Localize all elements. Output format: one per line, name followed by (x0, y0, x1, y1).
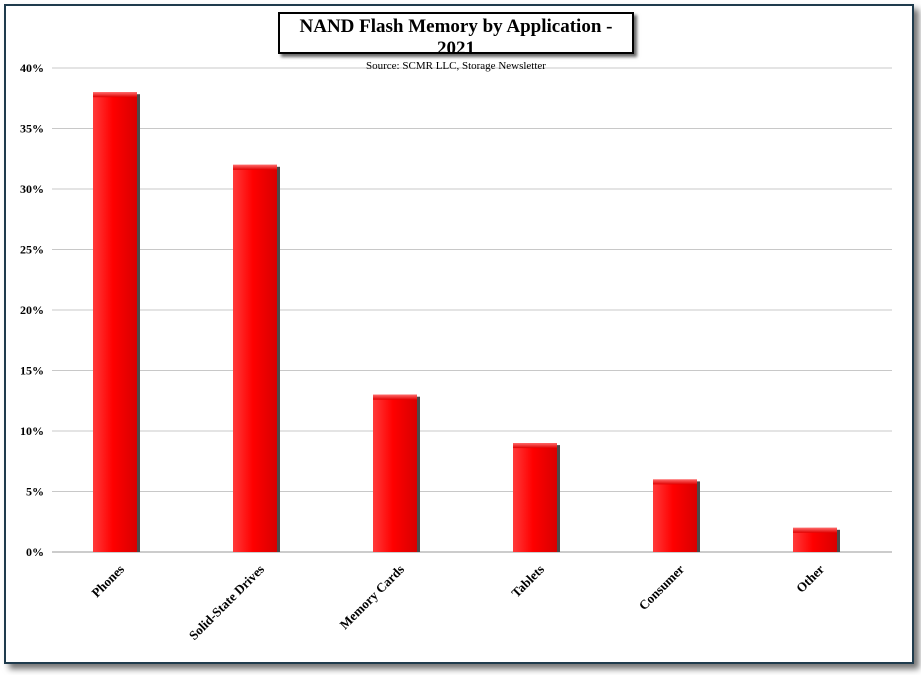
bar (513, 443, 557, 552)
bar (233, 164, 277, 553)
x-tick-label: Phones (88, 562, 127, 601)
x-tick-label: Memory Cards (337, 562, 408, 633)
y-tick-label: 40% (20, 61, 44, 75)
y-tick-label: 30% (20, 182, 44, 196)
bar-cap (233, 164, 277, 170)
chart-frame (4, 4, 914, 664)
chart-title: NAND Flash Memory by Application - 2021 (299, 16, 613, 59)
bar-cap (513, 443, 557, 449)
x-tick-label: Solid-State Drives (186, 562, 267, 643)
bar (373, 394, 417, 552)
bar-cap (653, 479, 697, 485)
y-tick-label: 35% (20, 122, 44, 136)
x-tick-label: Consumer (636, 561, 688, 613)
y-tick-label: 20% (20, 303, 44, 317)
y-tick-label: 5% (26, 485, 44, 499)
y-tick-label: 10% (20, 424, 44, 438)
x-tick-label: Other (793, 561, 827, 595)
y-tick-label: 0% (26, 545, 44, 559)
chart-subtitle: Source: SCMR LLC, Storage Newsletter (366, 60, 546, 72)
bar-cap (793, 527, 837, 533)
bar-cap (93, 92, 137, 98)
y-tick-label: 15% (20, 364, 44, 378)
x-tick-label: Tablets (508, 562, 547, 601)
title-box: NAND Flash Memory by Application - 2021 … (278, 12, 634, 72)
bar-cap (373, 394, 417, 400)
bar (93, 92, 137, 552)
y-tick-label: 25% (20, 243, 44, 257)
bar (653, 479, 697, 552)
